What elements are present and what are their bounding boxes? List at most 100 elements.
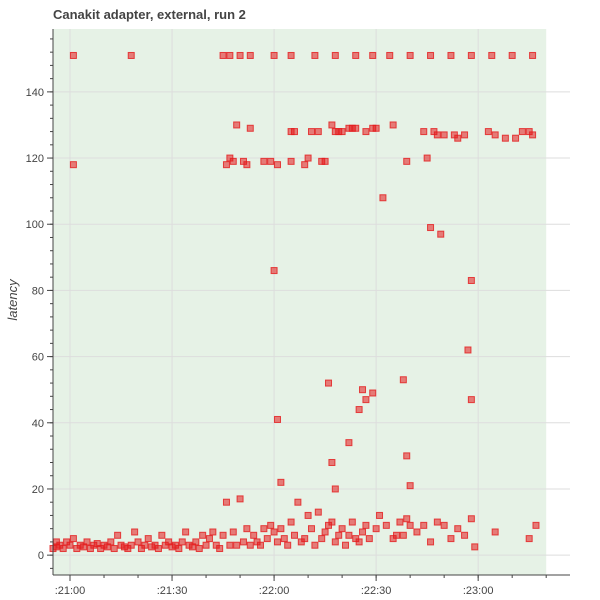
data-point [311, 51, 319, 59]
axes: 0 20 40 60 80 100 120 140:21:00:21:30:22:00:22:… [26, 29, 570, 597]
data-point [273, 538, 281, 546]
data-point [376, 511, 384, 519]
data-point [246, 124, 254, 132]
data-point [342, 541, 350, 549]
data-point [447, 535, 455, 543]
data-point [294, 498, 302, 506]
data-point [372, 124, 380, 132]
data-point [345, 124, 353, 132]
data-point [362, 521, 370, 529]
y-tick-label: 40 [32, 418, 44, 430]
data-point [512, 134, 520, 142]
data-point [127, 541, 135, 549]
data-point [382, 521, 390, 529]
data-point [314, 508, 322, 516]
data-point [484, 128, 492, 136]
data-point [277, 478, 285, 486]
data-point [205, 535, 213, 543]
data-point [420, 521, 428, 529]
data-point [308, 128, 315, 136]
data-point [399, 531, 407, 539]
data-point [454, 134, 462, 142]
data-point [362, 396, 370, 404]
data-point [114, 531, 122, 539]
data-point [348, 518, 356, 526]
data-point [331, 485, 339, 493]
data-point [471, 543, 479, 551]
data-point [226, 51, 234, 59]
data-point [314, 128, 322, 136]
data-point [331, 538, 339, 546]
x-tick-label: :22:00 [259, 585, 290, 597]
data-point [270, 51, 278, 59]
data-point [158, 531, 166, 539]
data-point [321, 157, 329, 165]
data-point [182, 528, 190, 536]
data-point [362, 128, 370, 136]
data-point [328, 121, 336, 129]
data-point [467, 51, 475, 59]
data-point [263, 535, 271, 543]
data-point [202, 541, 210, 549]
data-point [335, 531, 343, 539]
data-point [304, 154, 312, 162]
data-point [369, 389, 377, 397]
data-point [311, 541, 319, 549]
x-tick-label: :21:00 [55, 585, 86, 597]
data-point [222, 498, 230, 506]
data-point [335, 128, 343, 136]
data-point [433, 131, 441, 139]
data-point [331, 51, 339, 59]
data-point [525, 535, 533, 543]
data-point [406, 482, 414, 490]
data-point [280, 535, 288, 543]
data-point [233, 121, 241, 129]
data-point [403, 452, 411, 460]
data-point [219, 531, 227, 539]
data-point [273, 161, 281, 169]
data-point [461, 531, 469, 539]
data-point [325, 379, 333, 387]
data-point [229, 528, 237, 536]
data-points [49, 51, 540, 553]
data-point [69, 535, 77, 543]
data-point [69, 161, 77, 169]
data-point [345, 531, 353, 539]
y-tick-label: 20 [32, 484, 44, 496]
data-point [338, 525, 346, 533]
data-point [440, 131, 448, 139]
data-point [287, 157, 295, 165]
data-point [491, 528, 499, 536]
data-point [127, 51, 135, 59]
data-point [260, 157, 268, 165]
data-point [352, 51, 360, 59]
data-point [110, 545, 118, 553]
data-point [301, 535, 309, 543]
data-point [236, 51, 244, 59]
data-point [134, 538, 142, 546]
data-point [216, 545, 224, 553]
data-point [144, 535, 152, 543]
data-point [406, 51, 414, 59]
data-point [229, 157, 237, 165]
plot-area [53, 29, 547, 575]
data-point [290, 128, 298, 136]
y-tick-label: 80 [32, 285, 44, 297]
data-point [464, 346, 472, 354]
data-point [239, 538, 247, 546]
data-point [406, 521, 414, 529]
data-point [175, 545, 183, 553]
data-point [389, 121, 397, 129]
data-point [518, 128, 526, 136]
y-axis-label: latency [5, 278, 20, 321]
data-point [321, 528, 329, 536]
data-point [195, 545, 203, 553]
data-point [447, 51, 455, 59]
data-point [403, 515, 411, 523]
data-point [488, 51, 496, 59]
data-point [440, 521, 448, 529]
data-point [372, 525, 380, 533]
data-point [393, 531, 401, 539]
data-point [352, 124, 360, 132]
